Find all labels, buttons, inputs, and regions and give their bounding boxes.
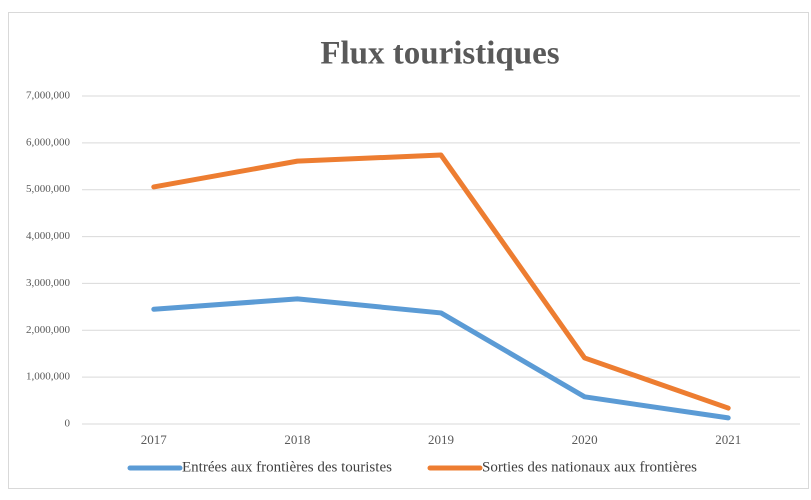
x-tick-label: 2018 [284,432,310,447]
y-tick-label: 4,000,000 [26,230,71,242]
y-tick-label: 0 [65,418,71,430]
y-tick-label: 2,000,000 [26,324,71,336]
legend-label: Sorties des nationaux aux frontières [482,459,697,475]
chart-border [8,12,809,489]
series-line [151,296,731,421]
x-tick-label: 2017 [141,432,168,447]
chart-title: Flux touristiques [320,36,559,72]
y-tick-label: 6,000,000 [26,136,71,148]
series-line [151,152,731,411]
x-tick-label: 2020 [572,432,598,447]
y-tick-label: 5,000,000 [26,183,71,195]
legend-label: Entrées aux frontières des touristes [182,459,392,475]
x-tick-label: 2019 [428,432,454,447]
y-tick-label: 7,000,000 [26,90,71,102]
y-tick-label: 3,000,000 [26,277,71,289]
x-tick-label: 2021 [715,432,741,447]
y-tick-label: 1,000,000 [26,371,71,383]
